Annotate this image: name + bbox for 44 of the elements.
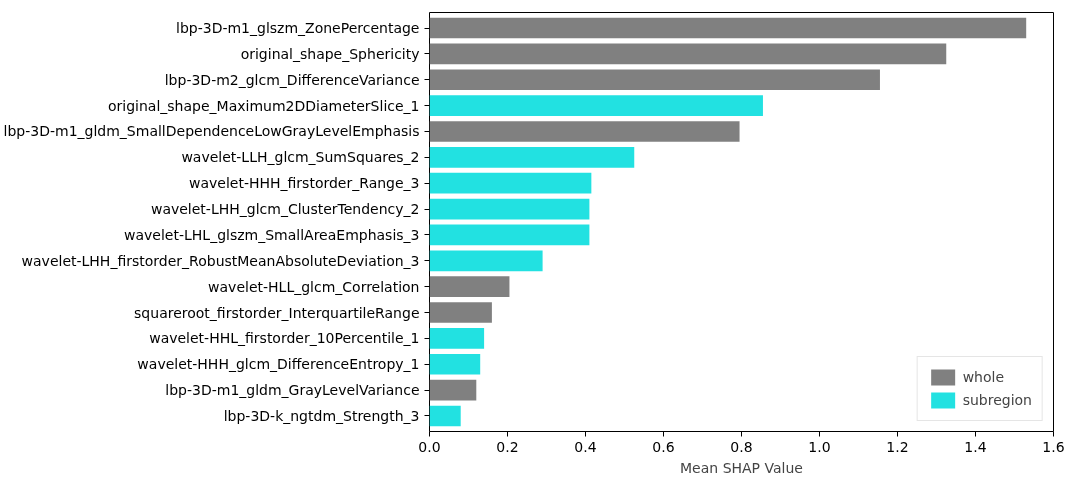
y-tick-label: lbp-3D-m1_gldm_SmallDependenceLowGrayLevelEmphasis (3, 123, 420, 140)
bar (429, 328, 485, 349)
y-tick-label: lbp-3D-k_ngtdm_Strength_3 (223, 407, 420, 424)
legend-label: whole (962, 369, 1005, 385)
bar (429, 95, 763, 116)
bar (429, 353, 481, 375)
bar (429, 69, 880, 91)
bar (429, 198, 590, 220)
y-tick-label: lbp-3D-m2_glcm_DifferenceVariance (164, 71, 420, 88)
y-tick-label: wavelet-HHL_firstorder_10Percentile_1 (149, 330, 420, 347)
y-tick-label: squareroot_firstorder_InterquartileRange (134, 304, 420, 321)
bar (429, 172, 592, 194)
y-tick-label: wavelet-HLL_glcm_Correlation (208, 278, 420, 295)
y-tick-label: wavelet-LHL_glszm_SmallAreaEmphasis_3 (124, 226, 420, 243)
bar (429, 121, 740, 142)
x-tick-label: 1.4 (964, 438, 987, 455)
y-tick-label: lbp-3D-m1_gldm_GrayLevelVariance (165, 382, 420, 399)
bar (429, 302, 492, 323)
bar (429, 250, 543, 272)
x-tick-label: 1.2 (886, 438, 909, 455)
x-axis-title: Mean SHAP Value (680, 459, 803, 476)
bar (429, 43, 947, 65)
bar (429, 17, 1027, 39)
y-tick-label: lbp-3D-m1_glszm_ZonePercentage (176, 20, 420, 37)
bar (429, 276, 510, 298)
x-tick-label: 0.8 (730, 438, 753, 455)
y-tick-label: original_shape_Sphericity (240, 45, 420, 62)
y-tick-label: wavelet-HHH_firstorder_Range_3 (188, 175, 420, 192)
bar (429, 146, 635, 168)
y-tick-label: original_shape_Maximum2DDiameterSlice_1 (108, 97, 420, 114)
bar (429, 405, 461, 427)
x-tick-label: 1.6 (1042, 438, 1065, 455)
x-tick-label: 1.0 (808, 438, 831, 455)
x-tick-label: 0.2 (496, 438, 519, 455)
x-tick-label: 0.6 (652, 438, 675, 455)
y-tick-label: wavelet-LHH_glcm_ClusterTendency_2 (150, 201, 420, 218)
x-tick-label: 0.0 (418, 438, 441, 455)
y-tick-label: wavelet-LHH_firstorder_RobustMeanAbsoluteDeviation_3 (21, 252, 420, 269)
y-tick-label: wavelet-LLH_glcm_SumSquares_2 (181, 149, 420, 166)
x-tick-label: 0.4 (574, 438, 597, 455)
bar (429, 379, 477, 401)
y-tick-label: wavelet-HHH_glcm_DifferenceEntropy_1 (137, 356, 420, 373)
bar (429, 224, 590, 246)
legend-label: subregion (962, 392, 1032, 408)
